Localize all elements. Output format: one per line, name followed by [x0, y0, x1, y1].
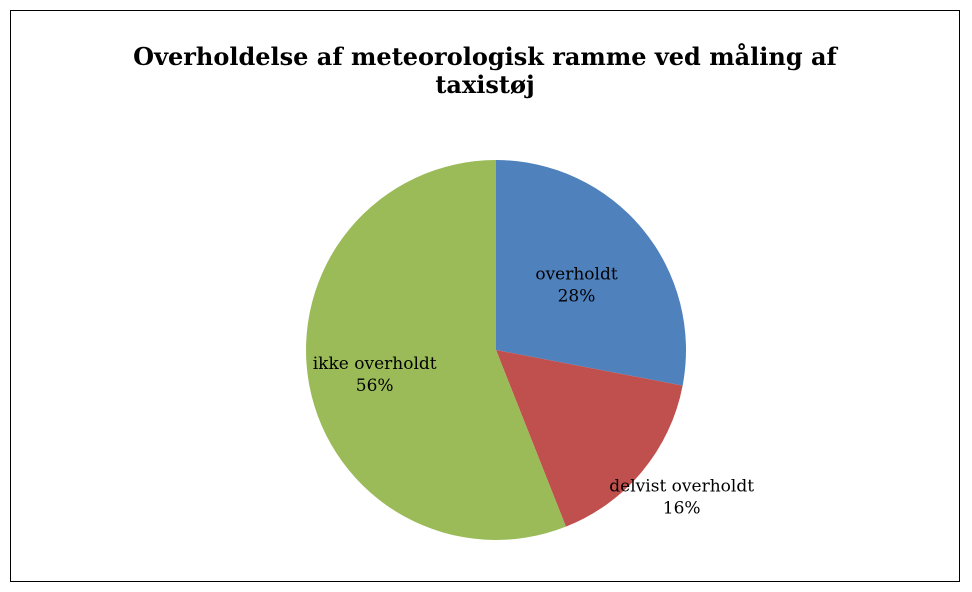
pie-slice-delvist-overholdt: [496, 350, 683, 527]
slice-label-percent: 28%: [558, 286, 596, 306]
slice-label-name: delvist overholdt: [609, 476, 754, 496]
chart-frame: Overholdelse af meteorologisk ramme ved …: [10, 10, 960, 582]
slice-label-percent: 56%: [356, 376, 394, 396]
chart-title: Overholdelse af meteorologisk ramme ved …: [11, 43, 959, 99]
slice-label-percent: 16%: [663, 498, 701, 518]
slice-label-name: ikke overholdt: [313, 354, 437, 374]
slice-label-name: overholdt: [535, 264, 618, 284]
pie-slice-ikke-overholdt: [306, 160, 566, 540]
pie-slice-overholdt: [496, 160, 686, 386]
chart-title-text: Overholdelse af meteorologisk ramme ved …: [133, 42, 837, 99]
pie-slices: [306, 160, 686, 540]
